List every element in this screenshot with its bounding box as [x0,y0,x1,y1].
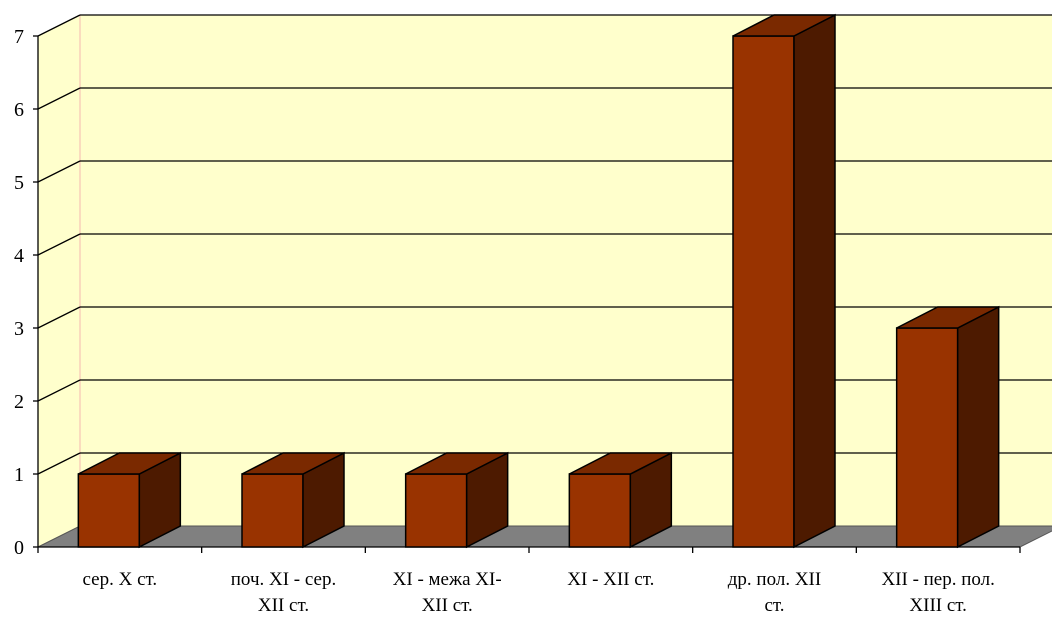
bar-front [895,327,959,548]
x-tick-label-line: XII ст. [258,595,309,616]
bar-top [241,452,345,475]
x-tick-label-line: ст. [764,595,784,616]
gridline-side [37,233,81,256]
x-tick-label-line: XIII ст. [909,595,967,616]
x-tick-label: поч. XI - сер. XII ст. [231,569,336,616]
x-tick-label: XI - межа XI- XII ст. [393,569,502,616]
gridline-side [37,379,81,402]
x-tick-label-line: поч. XI - сер. [231,569,336,590]
bar-top [896,306,1000,329]
bar [568,451,673,549]
bar-top [77,452,181,475]
bar [241,451,345,549]
y-tick-label: 6 [14,99,24,121]
gridline-side [37,87,81,110]
bar [404,451,509,549]
x-tick-label-line: сер. X ст. [83,569,158,590]
bar-top [405,452,509,475]
x-tick-label: XII - пер. пол. XIII ст. [881,569,994,616]
gridline-side [37,14,81,37]
gridline-side [37,160,81,183]
x-tick-label-line: др. пол. XII [728,569,821,590]
side-wall [38,15,80,547]
y-tick-label: 1 [14,464,24,486]
bar-front [404,473,468,548]
y-tick-label: 0 [14,537,24,559]
y-tick-label: 7 [14,26,24,48]
bar [732,13,836,549]
x-tick-label: XI - XII ст. [567,569,654,590]
bar-top [568,452,672,475]
y-tick-label: 2 [14,391,24,413]
x-tick-label-line: XII ст. [422,595,473,616]
bar-front [568,473,632,548]
x-tick-label: др. пол. XII ст. [728,569,821,616]
bar-side [793,13,836,549]
bar-front [77,473,141,548]
bar-front [732,35,795,548]
y-tick-label: 3 [14,318,24,340]
x-tick-label: сер. X ст. [83,569,158,590]
bar-front [241,473,304,548]
x-tick-label-line: XII - пер. пол. [881,569,994,590]
bar-side [956,305,1000,549]
bar [77,451,182,549]
bars [77,13,1000,549]
y-tick-label: 4 [14,245,24,267]
x-tick-label-line: XI - XII ст. [567,569,654,590]
gridline-side [37,452,81,475]
bar [895,305,1000,549]
y-tick-label: 5 [14,172,24,194]
gridline-side [37,306,81,329]
x-tick-label-line: XI - межа XI- [393,569,502,590]
axes [33,35,1021,553]
bar-top [732,14,836,37]
